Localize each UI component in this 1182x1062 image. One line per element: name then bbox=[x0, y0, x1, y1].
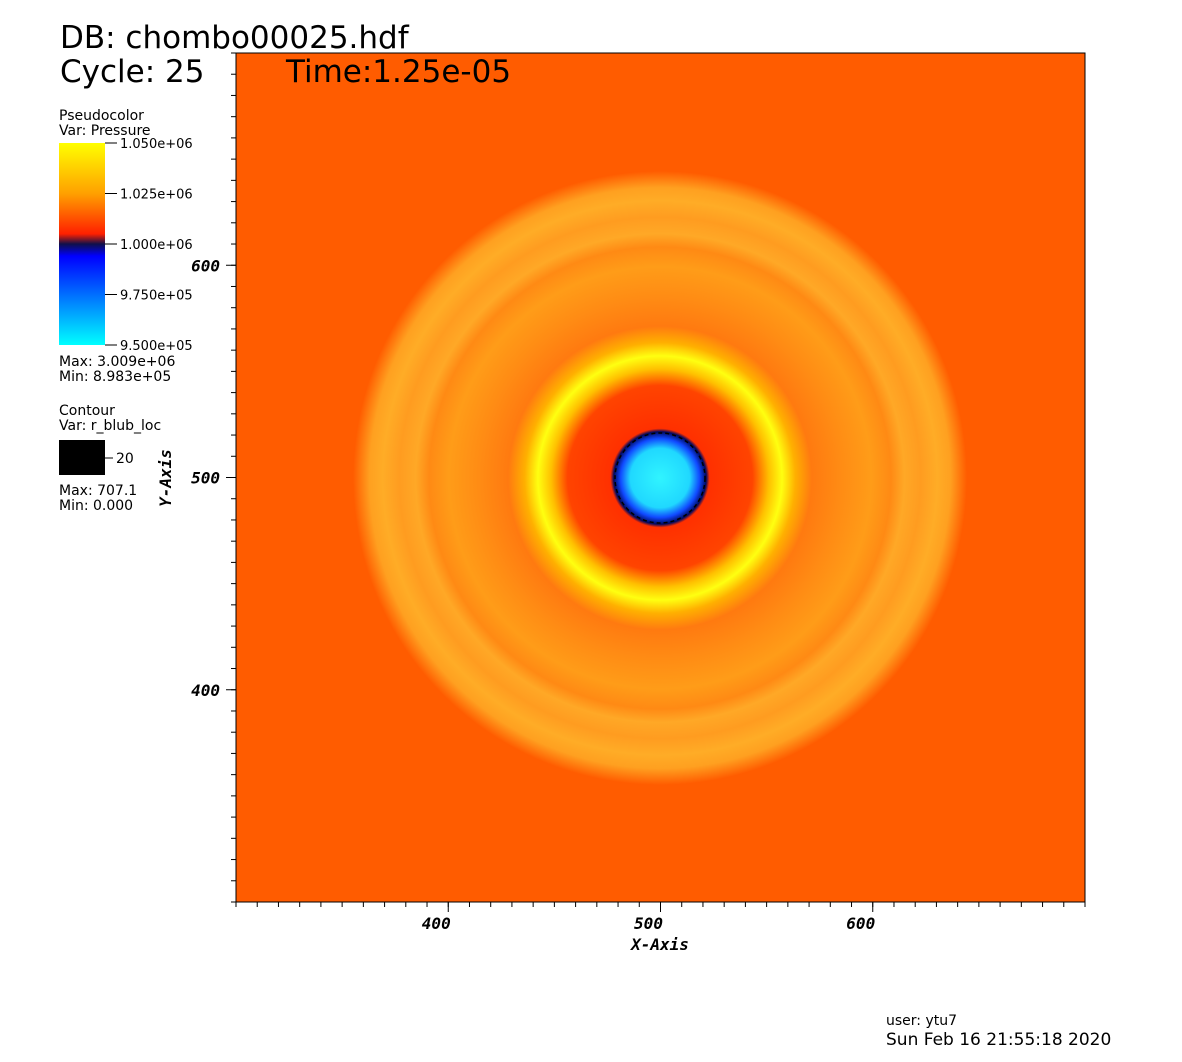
cycle-label: Cycle: 25 bbox=[60, 54, 204, 90]
colorbar-tick-label: 9.500e+05 bbox=[120, 339, 193, 354]
contour-title: Contour bbox=[59, 403, 115, 419]
x-axis-label: X-Axis bbox=[629, 935, 689, 954]
colorbar-tick-label: 1.025e+06 bbox=[120, 188, 193, 203]
x-tick-label: 500 bbox=[634, 914, 663, 933]
y-tick-label: 500 bbox=[191, 469, 220, 488]
x-tick-label: 400 bbox=[422, 914, 451, 933]
contour-max: Max: 707.1 bbox=[59, 483, 137, 499]
date-label: Sun Feb 16 21:55:18 2020 bbox=[886, 1030, 1111, 1050]
legend-title: Pseudocolor bbox=[59, 108, 144, 124]
y-axis-label: Y-Axis bbox=[156, 449, 175, 507]
plot-area bbox=[235, 52, 1086, 903]
colorbar-tick-label: 1.050e+06 bbox=[120, 137, 193, 152]
colorbar bbox=[59, 143, 105, 345]
legend-min: Min: 8.983e+05 bbox=[59, 369, 171, 385]
time-label: Time:1.25e-05 bbox=[285, 54, 511, 90]
db-label: DB: chombo00025.hdf bbox=[60, 20, 410, 56]
colorbar-tick-label: 9.750e+05 bbox=[120, 289, 193, 304]
user-label: user: ytu7 bbox=[886, 1013, 957, 1029]
colorbar-tick-label: 1.000e+06 bbox=[120, 238, 193, 253]
legend-var: Var: Pressure bbox=[59, 123, 151, 139]
legend-max: Max: 3.009e+06 bbox=[59, 354, 175, 370]
y-tick-label: 400 bbox=[191, 681, 220, 700]
contour-var: Var: r_blub_loc bbox=[59, 418, 161, 434]
contour-swatch bbox=[59, 440, 105, 475]
y-tick-label: 600 bbox=[191, 256, 220, 275]
pressure-field bbox=[330, 148, 990, 808]
x-tick-label: 600 bbox=[846, 914, 875, 933]
contour-level: 20 bbox=[116, 451, 134, 467]
contour-line bbox=[614, 432, 706, 524]
contour-min: Min: 0.000 bbox=[59, 498, 133, 514]
